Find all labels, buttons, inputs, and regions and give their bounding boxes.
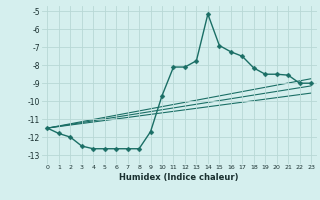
X-axis label: Humidex (Indice chaleur): Humidex (Indice chaleur) xyxy=(119,173,239,182)
